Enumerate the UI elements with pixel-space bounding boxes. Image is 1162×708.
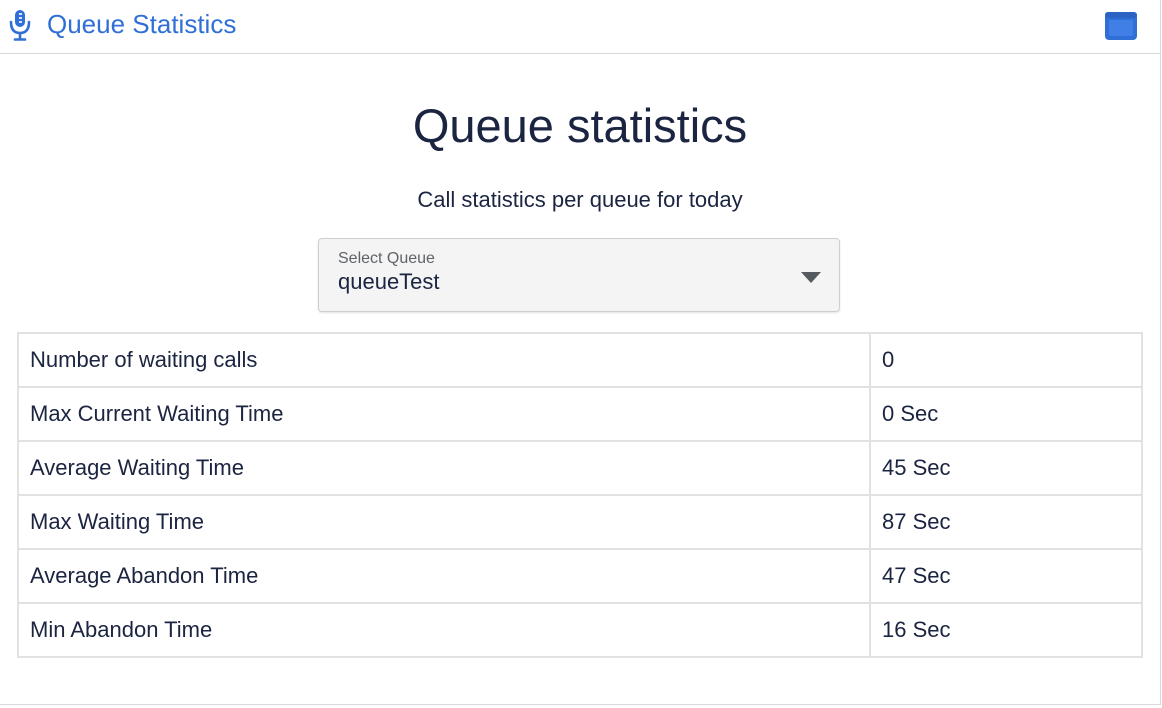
caret-down-icon bbox=[801, 272, 821, 283]
page-title: Queue statistics bbox=[412, 99, 748, 152]
stat-label: Max Waiting Time bbox=[17, 494, 871, 550]
widget-header: Queue Statistics bbox=[0, 0, 1160, 54]
page-subtitle: Call statistics per queue for today bbox=[417, 187, 743, 212]
select-queue-value: queueTest bbox=[338, 269, 440, 294]
stat-value: 0 bbox=[869, 332, 1143, 388]
table-row: Max Waiting Time 87 Sec bbox=[17, 494, 1143, 550]
queue-statistics-table: Number of waiting calls 0 Max Current Wa… bbox=[17, 332, 1143, 658]
stat-value: 87 Sec bbox=[869, 494, 1143, 550]
table-row: Min Abandon Time 16 Sec bbox=[17, 602, 1143, 658]
select-queue-label: Select Queue bbox=[338, 250, 435, 267]
stat-label: Average Waiting Time bbox=[17, 440, 871, 496]
stat-value: 0 Sec bbox=[869, 386, 1143, 442]
select-queue-dropdown[interactable]: Select Queue queueTest bbox=[318, 238, 840, 312]
table-row: Number of waiting calls 0 bbox=[17, 332, 1143, 388]
widget-title: Queue Statistics bbox=[47, 9, 237, 39]
table-row: Average Abandon Time 47 Sec bbox=[17, 548, 1143, 604]
window-icon[interactable] bbox=[1104, 11, 1138, 41]
stat-label: Max Current Waiting Time bbox=[17, 386, 871, 442]
table-row: Max Current Waiting Time 0 Sec bbox=[17, 386, 1143, 442]
stat-value: 16 Sec bbox=[869, 602, 1143, 658]
stat-value: 45 Sec bbox=[869, 440, 1143, 496]
stat-value: 47 Sec bbox=[869, 548, 1143, 604]
stat-label: Min Abandon Time bbox=[17, 602, 871, 658]
stat-label: Number of waiting calls bbox=[17, 332, 871, 388]
stat-label: Average Abandon Time bbox=[17, 548, 871, 604]
microphone-icon bbox=[9, 10, 31, 41]
table-row: Average Waiting Time 45 Sec bbox=[17, 440, 1143, 496]
